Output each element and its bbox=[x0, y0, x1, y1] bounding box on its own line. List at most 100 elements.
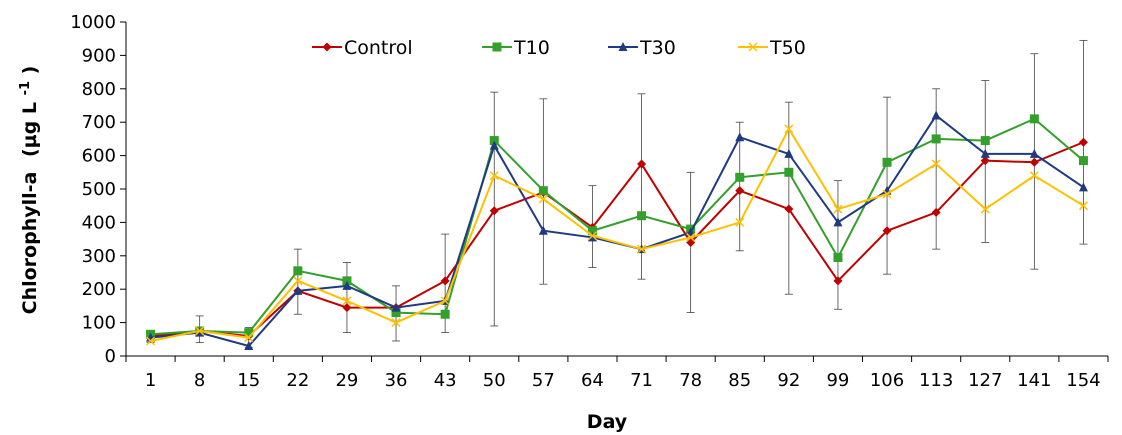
data-point-control bbox=[1078, 137, 1088, 147]
data-point-t10 bbox=[784, 167, 794, 177]
data-point-t50 bbox=[882, 189, 892, 199]
x-tick-label: 141 bbox=[1017, 370, 1051, 391]
marker-stroke bbox=[391, 318, 401, 328]
legend-label: T30 bbox=[639, 37, 676, 59]
data-point-t50 bbox=[538, 194, 548, 204]
data-point-t30 bbox=[195, 327, 205, 337]
data-point-t30 bbox=[538, 225, 548, 235]
x-tick-label: 99 bbox=[826, 370, 849, 391]
x-tick-label: 1 bbox=[145, 370, 156, 391]
data-point-t50 bbox=[244, 333, 254, 343]
data-point-t10 bbox=[833, 252, 843, 262]
data-point-t50 bbox=[686, 232, 696, 242]
y-tick-label: 800 bbox=[82, 79, 116, 100]
x-tick-label: 113 bbox=[919, 370, 953, 391]
data-point-t50 bbox=[489, 171, 499, 181]
series-line-t30 bbox=[150, 114, 1085, 348]
x-tick-label: 8 bbox=[194, 370, 205, 391]
data-point-t30 bbox=[342, 280, 352, 290]
legend: Control T10 T30 T50 bbox=[312, 37, 806, 59]
y-tick-label: 0 bbox=[105, 346, 116, 367]
data-point-t10 bbox=[882, 157, 892, 167]
y-axis-title-superscript: -1 bbox=[18, 81, 33, 95]
x-axis-ticks: 1 8 15 22 29 36 43 50 57 64 71 78 85 92 99 106 113 127 141… bbox=[125, 356, 1109, 391]
series-t10 bbox=[146, 114, 1088, 339]
marker-stroke bbox=[1029, 171, 1039, 181]
data-point-t10 bbox=[1078, 156, 1088, 166]
legend-label: T10 bbox=[513, 37, 550, 59]
legend-swatch-marker bbox=[492, 42, 502, 52]
x-tick-label: 78 bbox=[679, 370, 702, 391]
marker-stroke bbox=[748, 42, 758, 52]
marker-stroke bbox=[980, 204, 990, 214]
y-tick-label: 700 bbox=[82, 112, 116, 133]
legend-label: Control bbox=[344, 37, 413, 59]
x-axis-title: Day bbox=[587, 411, 628, 433]
x-tick-label: 29 bbox=[335, 370, 358, 391]
data-point-t30 bbox=[244, 340, 254, 350]
data-point-t30 bbox=[391, 302, 401, 312]
data-point-t30 bbox=[489, 140, 499, 150]
data-point-t30 bbox=[784, 148, 794, 158]
data-point-control bbox=[342, 303, 352, 313]
data-point-control bbox=[735, 186, 745, 196]
series-line-control bbox=[150, 141, 1084, 338]
data-point-t30 bbox=[931, 110, 941, 120]
marker-stroke bbox=[538, 194, 548, 204]
data-point-t50 bbox=[931, 159, 941, 169]
data-point-t50 bbox=[735, 217, 745, 227]
data-point-t10 bbox=[980, 136, 990, 146]
data-point-t10 bbox=[637, 211, 647, 221]
data-point-t10 bbox=[735, 172, 745, 182]
marker-stroke bbox=[882, 189, 892, 199]
data-point-t50 bbox=[833, 204, 843, 214]
y-tick-label: 500 bbox=[82, 179, 116, 200]
series-control bbox=[146, 137, 1088, 341]
x-tick-label: 71 bbox=[630, 370, 653, 391]
data-point-control bbox=[440, 276, 450, 286]
x-tick-label: 50 bbox=[483, 370, 506, 391]
legend-swatch-marker bbox=[618, 42, 628, 51]
y-tick-label: 300 bbox=[82, 246, 116, 267]
data-point-t50 bbox=[195, 326, 205, 336]
data-point-t10 bbox=[931, 134, 941, 144]
marker-stroke bbox=[931, 159, 941, 169]
marker-stroke bbox=[1078, 201, 1088, 211]
y-axis-title: Chlorophyll-a (µg L -1 ) bbox=[12, 66, 41, 315]
legend-label: T50 bbox=[769, 37, 806, 59]
data-point-t50 bbox=[587, 231, 597, 241]
y-tick-label: 100 bbox=[82, 313, 116, 334]
data-point-t50 bbox=[1029, 171, 1039, 181]
data-point-t50 bbox=[440, 296, 450, 306]
data-point-t30 bbox=[833, 217, 843, 227]
data-point-control bbox=[882, 226, 892, 236]
data-point-t10 bbox=[391, 308, 401, 318]
data-point-t50 bbox=[784, 124, 794, 134]
y-tick-label: 400 bbox=[82, 212, 116, 233]
y-tick-label: 200 bbox=[82, 279, 116, 300]
marker-stroke bbox=[735, 217, 745, 227]
data-point-control bbox=[637, 159, 647, 169]
series-t30 bbox=[146, 110, 1088, 350]
marker-stroke bbox=[489, 171, 499, 181]
data-point-t10 bbox=[489, 136, 499, 146]
y-tick-label: 600 bbox=[82, 146, 116, 167]
data-point-t50 bbox=[980, 204, 990, 214]
data-point-t30 bbox=[293, 285, 303, 295]
legend-swatch-marker bbox=[322, 42, 332, 52]
series-t50 bbox=[146, 124, 1088, 346]
data-point-t30 bbox=[1078, 182, 1088, 192]
data-point-t10 bbox=[440, 309, 450, 319]
data-point-t50 bbox=[637, 244, 647, 254]
y-axis-ticks: 0 100 200 300 400 500 600 700 800 900 1000 bbox=[70, 12, 126, 367]
data-point-control bbox=[1029, 157, 1039, 167]
x-tick-label: 43 bbox=[434, 370, 457, 391]
data-point-t10 bbox=[538, 186, 548, 196]
series-lines bbox=[146, 110, 1088, 350]
marker-stroke bbox=[146, 336, 156, 346]
data-point-t50 bbox=[391, 318, 401, 328]
data-point-t10 bbox=[1029, 114, 1039, 124]
marker-stroke bbox=[244, 333, 254, 343]
